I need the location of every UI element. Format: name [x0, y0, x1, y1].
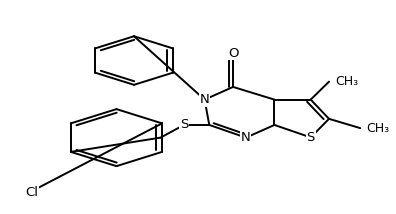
Text: O: O: [228, 47, 238, 60]
Text: N: N: [200, 93, 209, 106]
Text: N: N: [241, 131, 251, 144]
Text: Cl: Cl: [26, 186, 38, 199]
Text: CH₃: CH₃: [366, 122, 389, 135]
Text: S: S: [307, 131, 315, 144]
Text: S: S: [180, 119, 188, 131]
Text: CH₃: CH₃: [335, 75, 358, 88]
